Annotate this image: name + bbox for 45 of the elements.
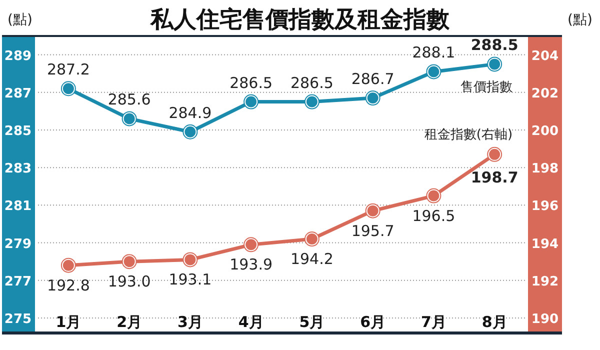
- chart-title: 私人住宅售價指數及租金指數: [150, 6, 450, 33]
- y-tick-label: 283: [4, 162, 32, 177]
- data-label: 285.6: [108, 90, 151, 109]
- y-tick-label: 287: [4, 86, 32, 102]
- x-tick-label: 8月: [482, 313, 508, 331]
- x-tick-label: 2月: [116, 313, 142, 331]
- y2-tick-label: 198: [531, 162, 559, 177]
- data-label: 192.8: [46, 276, 90, 294]
- y2-tick-label: 194: [531, 236, 559, 252]
- y2-axis-title: (點): [568, 12, 592, 28]
- y-tick-label: 275: [4, 312, 32, 327]
- data-label: 195.7: [351, 222, 394, 240]
- x-tick-label: 7月: [420, 313, 446, 331]
- x-tick-label: 5月: [299, 313, 325, 331]
- data-label: 198.7: [470, 168, 518, 186]
- data-label: 286.5: [290, 74, 334, 92]
- data-label: 286.7: [351, 70, 394, 88]
- y2-tick-label: 196: [531, 199, 559, 214]
- y-tick-label: 279: [4, 236, 32, 252]
- y-tick-label: 281: [4, 199, 32, 214]
- y-tick-label: 277: [4, 274, 32, 290]
- x-tick-label: 4月: [238, 313, 264, 331]
- y2-tick-label: 190: [531, 312, 559, 327]
- data-label: 196.5: [412, 206, 456, 225]
- data-label: 193.9: [230, 256, 273, 274]
- data-label: 193.1: [168, 270, 212, 289]
- y-tick-label: 289: [4, 48, 32, 64]
- y2-tick-label: 200: [531, 124, 559, 139]
- data-label: 284.9: [168, 104, 212, 122]
- series-label: 售價指數: [460, 80, 513, 96]
- y-axis-title: (點): [8, 12, 32, 28]
- data-label: 288.1: [412, 44, 456, 62]
- y-tick-label: 285: [4, 124, 32, 139]
- x-tick-label: 1月: [56, 313, 82, 331]
- data-label: 286.5: [230, 74, 273, 92]
- y2-tick-label: 204: [531, 48, 559, 64]
- data-label: 287.2: [46, 60, 90, 79]
- x-tick-label: 6月: [360, 313, 386, 331]
- y2-tick-label: 192: [531, 274, 559, 290]
- series-label: 租金指數(右軸): [424, 127, 513, 142]
- data-label: 193.0: [108, 272, 151, 291]
- data-label: 288.5: [470, 36, 518, 54]
- y2-tick-label: 202: [531, 86, 559, 102]
- x-tick-label: 3月: [177, 313, 203, 331]
- data-label: 194.2: [290, 250, 334, 268]
